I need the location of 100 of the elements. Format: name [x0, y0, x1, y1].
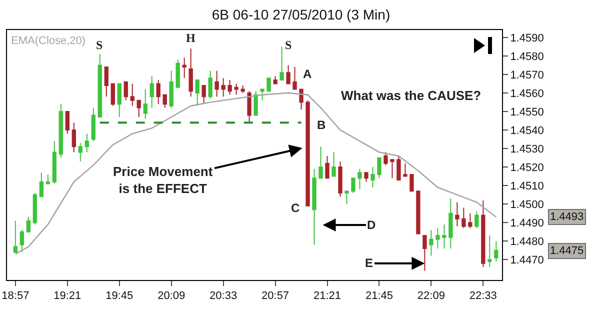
candlestick: [325, 155, 330, 179]
candlestick: [286, 64, 290, 84]
candlestick: [494, 240, 498, 262]
x-tick-label: 21:45: [365, 290, 393, 302]
y-tick-label: 1.4530: [510, 143, 544, 156]
candlestick: [292, 66, 297, 90]
candlestick: [65, 110, 70, 134]
candlestick: [214, 70, 219, 98]
candlestick: [436, 228, 440, 250]
annotation: C: [291, 201, 300, 215]
candlestick: [104, 66, 108, 98]
candlestick: [176, 59, 180, 88]
candlestick: [136, 100, 141, 118]
candlestick: [234, 83, 238, 96]
candlestick: [403, 162, 408, 177]
candlestick: [384, 152, 388, 166]
line-series: [14, 92, 497, 255]
candlestick: [390, 159, 394, 179]
y-tick-label: 1.4560: [510, 88, 544, 100]
candlestick: [488, 235, 492, 268]
y-tick-label: 1.4490: [510, 217, 544, 230]
candlestick: [124, 81, 128, 101]
x-tick-label: 20:57: [262, 290, 290, 302]
x-tick-label: 22:09: [417, 290, 445, 302]
candlestick: [110, 83, 115, 106]
y-tick-label: 1.4540: [510, 124, 544, 137]
candlestick: [162, 94, 167, 108]
chart-title: 6B 06-10 27/05/2010 (3 Min): [212, 6, 390, 22]
text: EMA(Close,20): [11, 35, 86, 47]
annotation: Price Movement is the EFFECT: [113, 164, 214, 196]
candlestick: [318, 146, 323, 179]
candlestick: [228, 80, 232, 96]
candlestick: [150, 76, 154, 108]
candlestick: [26, 216, 31, 232]
candlestick: [364, 172, 368, 182]
y-tick-label: 1.4550: [510, 106, 544, 118]
candlestick: [39, 172, 44, 198]
candlestick: [188, 48, 193, 98]
x-tick-label: 22:33: [469, 290, 497, 302]
candlestick: [273, 76, 278, 84]
candlestick: [254, 90, 258, 116]
candlestick: [156, 80, 160, 105]
y-tick-label: 1.4520: [510, 162, 544, 174]
candlestick: [78, 142, 82, 162]
candlestick: [130, 83, 134, 106]
candlestick: [474, 210, 479, 229]
candlestick: [481, 200, 486, 268]
candlestick: [260, 88, 264, 101]
candlestick: [351, 178, 356, 194]
candlestick: [46, 174, 50, 184]
candlestick: [370, 166, 375, 188]
x-tick-label: 19:21: [54, 290, 82, 302]
candlestick: [117, 83, 122, 118]
x-tick-label: 18:57: [2, 290, 30, 302]
candlestick: [72, 122, 76, 153]
text: 1.4475: [550, 245, 584, 257]
candlestick: [52, 140, 57, 184]
candlestick: [13, 220, 18, 253]
candlestick: [221, 78, 226, 98]
candlestick: [182, 57, 186, 79]
candlestick: [202, 85, 206, 105]
candlestick: [455, 202, 460, 227]
candlestick: [299, 88, 304, 110]
candlestick: [84, 133, 89, 153]
candlestick: [195, 80, 200, 106]
candlestick: [240, 85, 245, 94]
annotation: B: [317, 118, 326, 132]
candlestick: [429, 230, 434, 256]
candlestick: [410, 174, 414, 192]
candlestick: [98, 54, 102, 118]
candlestick: [332, 152, 336, 177]
annotation: H: [186, 31, 196, 45]
candlestick: [442, 224, 446, 250]
candlestick: [247, 90, 252, 124]
candlestick: [58, 104, 64, 158]
y-tick-label: 1.4500: [510, 198, 544, 211]
candlestick: [416, 190, 420, 234]
candlestick: [312, 168, 316, 246]
annotation: S: [285, 38, 292, 52]
y-tick-label: 1.4510: [510, 180, 544, 192]
candlestick: [306, 100, 310, 206]
candlestick: [266, 78, 271, 92]
candlestick: [143, 88, 148, 120]
candlestick: [208, 70, 212, 100]
candlestick: [338, 160, 342, 198]
y-tick-label: 1.4570: [510, 69, 544, 82]
y-tick-label: 1.4590: [510, 32, 544, 44]
x-tick-label: 20:33: [210, 290, 238, 302]
candlestick: [358, 168, 362, 190]
candlestick: [280, 46, 284, 80]
candlestick: [169, 70, 174, 108]
annotation: What was the CAUSE?: [341, 88, 482, 103]
candlestick: [32, 192, 38, 225]
candlestick: [91, 107, 96, 142]
candlestick: [20, 230, 24, 253]
candlestick: [462, 207, 466, 229]
y-tick-label: 1.4580: [510, 50, 544, 63]
x-tick-label: 19:45: [106, 290, 134, 302]
candlestick: [396, 155, 401, 180]
candlestick: [468, 212, 472, 229]
